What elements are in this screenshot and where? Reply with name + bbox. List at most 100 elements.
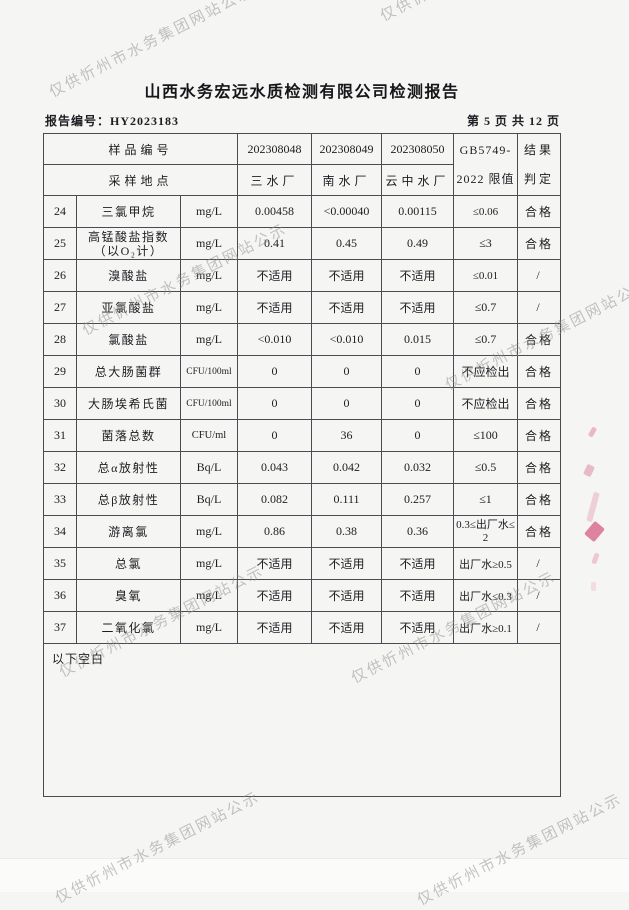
parameter-name-cell: 总α放射性: [76, 451, 181, 484]
parameter-name-cell: 二氧化氯: [76, 611, 181, 644]
value-cell-2: <0.00040: [311, 195, 382, 228]
table-row: 36 臭氧 mg/L 不适用 不适用 不适用 出厂水≤0.3/: [43, 579, 561, 612]
unit-cell: mg/L: [180, 515, 238, 548]
row-number-cell: 28: [43, 323, 77, 356]
result-cell: 合格: [517, 451, 561, 484]
header-limit-label: GB5749- 2022 限值: [453, 133, 518, 196]
table-row: 26 溴酸盐 mg/L 不适用 不适用 不适用 ≤0.01/: [43, 259, 561, 292]
limit-cell: 不应检出: [453, 387, 518, 420]
value-cell-3: 0: [381, 419, 454, 452]
parameter-name-cell: 总β放射性: [76, 483, 181, 516]
value-cell-1: 0: [237, 355, 312, 388]
table-footer-row: 以下空白: [43, 643, 561, 797]
watermark: 仅供忻州市水务集团网站公示: [376, 0, 588, 26]
limit-cell: ≤0.7: [453, 323, 518, 356]
value-cell-1: 不适用: [237, 291, 312, 324]
value-cell-1: 不适用: [237, 547, 312, 580]
parameter-name-cell: 溴酸盐: [76, 259, 181, 292]
row-number-cell: 26: [43, 259, 77, 292]
parameter-name-cell: 总大肠菌群: [76, 355, 181, 388]
value-cell-3: 0: [381, 387, 454, 420]
result-cell: /: [517, 611, 561, 644]
result-cell: 合格: [517, 387, 561, 420]
value-cell-1: 0.043: [237, 451, 312, 484]
header-location-2: 南水厂: [311, 164, 382, 196]
value-cell-1: 0.082: [237, 483, 312, 516]
value-cell-3: 0.36: [381, 515, 454, 548]
table-row: 27 亚氯酸盐 mg/L 不适用 不适用 不适用 ≤0.7/: [43, 291, 561, 324]
unit-cell: mg/L: [180, 291, 238, 324]
limit-cell: 出厂水≥0.1: [453, 611, 518, 644]
report-number: 报告编号：HY2023183: [45, 114, 180, 128]
parameter-name-cell: 氯酸盐: [76, 323, 181, 356]
value-cell-2: 不适用: [311, 547, 382, 580]
unit-cell: Bq/L: [180, 451, 238, 484]
table-row: 34 游离氯 mg/L 0.86 0.38 0.36 0.3≤出厂水≤ 2 合格: [43, 515, 561, 548]
value-cell-3: 0.015: [381, 323, 454, 356]
limit-cell: 0.3≤出厂水≤ 2: [453, 515, 518, 548]
value-cell-2: <0.010: [311, 323, 382, 356]
limit-cell: ≤0.7: [453, 291, 518, 324]
value-cell-3: 不适用: [381, 547, 454, 580]
parameter-name-cell-line: （以O₂计）: [93, 243, 164, 258]
limit-cell: ≤0.01: [453, 259, 518, 292]
row-number-cell: 32: [43, 451, 77, 484]
row-number-cell: 27: [43, 291, 77, 324]
header-result-line2: 判定: [523, 171, 554, 186]
value-cell-1: 0.41: [237, 227, 312, 260]
value-cell-3: 0.49: [381, 227, 454, 260]
result-cell: 合格: [517, 355, 561, 388]
below-blank-note: 以下空白: [43, 643, 561, 797]
parameter-name-cell: 游离氯: [76, 515, 181, 548]
value-cell-2: 36: [311, 419, 382, 452]
header-sample-id-1: 202308048: [237, 133, 312, 165]
value-cell-1: <0.010: [237, 323, 312, 356]
header-location-3: 云中水厂: [381, 164, 454, 196]
row-number-cell: 24: [43, 195, 77, 228]
table-row: 32 总α放射性 Bq/L 0.043 0.042 0.032 ≤0.5 合格: [43, 451, 561, 484]
unit-cell: CFU/ml: [180, 419, 238, 452]
limit-cell: 不应检出: [453, 355, 518, 388]
row-number-cell: 34: [43, 515, 77, 548]
table-row: 29 总大肠菌群 CFU/100ml 0 0 0 不应检出 合格: [43, 355, 561, 388]
unit-cell: mg/L: [180, 323, 238, 356]
row-number-cell: 33: [43, 483, 77, 516]
value-cell-3: 0.00115: [381, 195, 454, 228]
unit-cell: mg/L: [180, 259, 238, 292]
unit-cell: mg/L: [180, 547, 238, 580]
parameter-name-cell: 总氯: [76, 547, 181, 580]
value-cell-3: 不适用: [381, 291, 454, 324]
row-number-cell: 31: [43, 419, 77, 452]
row-number-cell: 25: [43, 227, 77, 260]
unit-cell: mg/L: [180, 611, 238, 644]
value-cell-1: 不适用: [237, 611, 312, 644]
limit-cell: 出厂水≥0.5: [453, 547, 518, 580]
table-row: 35 总氯 mg/L 不适用 不适用 不适用 出厂水≥0.5/: [43, 547, 561, 580]
header-result-line1: 结果: [523, 142, 554, 157]
value-cell-1: 不适用: [237, 259, 312, 292]
scan-red-mark: [584, 520, 605, 543]
table-row: 24 三氯甲烷 mg/L 0.00458 <0.00040 0.00115 ≤0.06 合格: [43, 195, 561, 228]
scan-edge-strip: [0, 858, 629, 892]
unit-cell: Bq/L: [180, 483, 238, 516]
header-limit-line1: GB5749-: [459, 142, 512, 157]
parameter-name-cell: 三氯甲烷: [76, 195, 181, 228]
parameter-name-cell-line: 高锰酸盐指数: [87, 229, 169, 244]
header-sample-id-label: 样品编号: [43, 133, 238, 165]
value-cell-3: 不适用: [381, 611, 454, 644]
value-cell-2: 0: [311, 355, 382, 388]
value-cell-1: 不适用: [237, 579, 312, 612]
header-result-label: 结果 判定: [517, 133, 561, 196]
limit-cell: ≤100: [453, 419, 518, 452]
value-cell-2: 不适用: [311, 291, 382, 324]
result-cell: 合格: [517, 227, 561, 260]
value-cell-3: 不适用: [381, 259, 454, 292]
value-cell-2: 0: [311, 387, 382, 420]
scan-red-mark: [587, 426, 598, 438]
limit-cell-line: 0.3≤出厂水≤: [456, 518, 515, 531]
value-cell-1: 0: [237, 419, 312, 452]
table-row: 25 高锰酸盐指数 （以O₂计） mg/L 0.41 0.45 0.49 ≤3 合格: [43, 227, 561, 260]
table-row: 30 大肠埃希氏菌 CFU/100ml 0 0 0 不应检出 合格: [43, 387, 561, 420]
limit-cell: ≤1: [453, 483, 518, 516]
